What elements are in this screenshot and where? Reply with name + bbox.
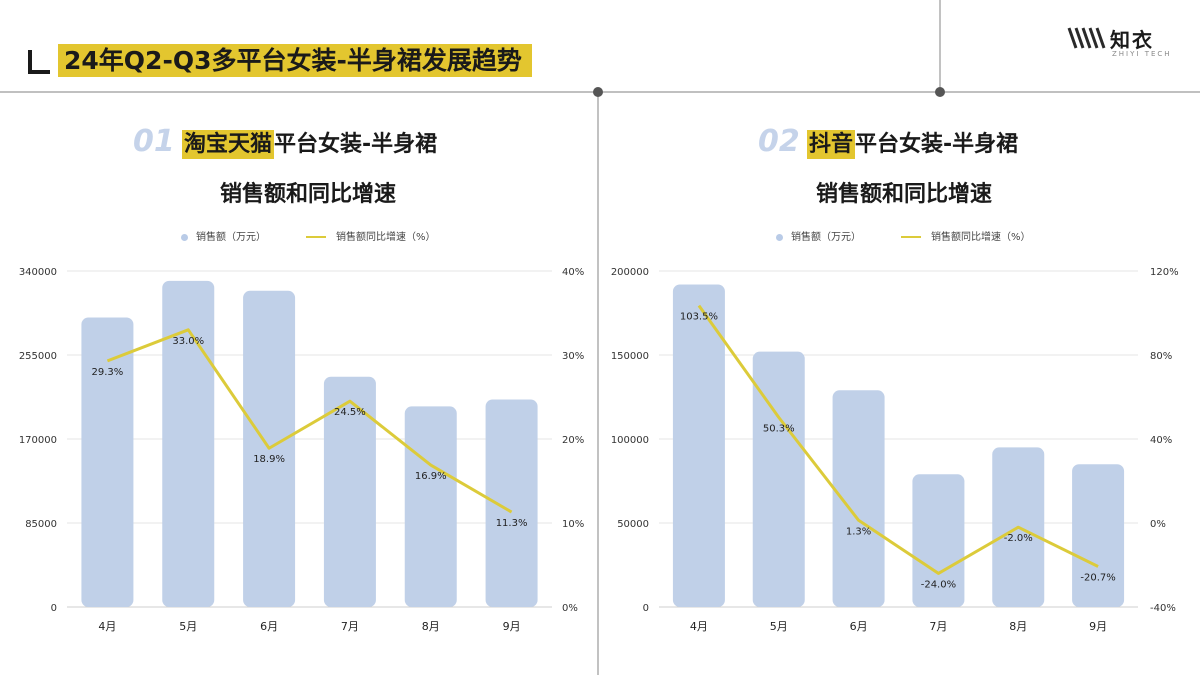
x-tick-label: 7月 (341, 620, 359, 633)
y-left-tick-label: 170000 (19, 435, 57, 446)
data-label: 1.3% (846, 526, 871, 537)
panel-title-highlight: 淘宝天猫 (182, 130, 275, 159)
panel-subtitle: 销售额和同比增速 (816, 182, 993, 207)
y-right-tick-label: 40% (1150, 435, 1172, 446)
x-tick-label: 7月 (929, 620, 947, 633)
y-right-tick-label: 120% (1150, 267, 1179, 278)
y-left-tick-label: 0 (51, 603, 57, 614)
brand-logo: 知衣 ZHIYI TECH (1066, 24, 1176, 68)
panel-number: 02 (758, 124, 800, 159)
data-label: -24.0% (921, 579, 956, 590)
y-left-tick-label: 100000 (611, 435, 649, 446)
legend-bar-label: 销售额（万元） (791, 232, 861, 243)
y-left-tick-label: 255000 (19, 351, 57, 362)
panel-number: 01 (133, 124, 175, 159)
data-label: 24.5% (334, 407, 366, 418)
data-label: 50.3% (763, 423, 795, 434)
data-label: 103.5% (680, 312, 718, 323)
y-left-tick-label: 0 (643, 603, 649, 614)
data-label: 29.3% (92, 367, 124, 378)
data-label: 33.0% (172, 336, 204, 347)
bar (752, 351, 805, 607)
legend-line-swatch (306, 236, 326, 238)
legend-bar-swatch (776, 233, 783, 241)
x-tick-label: 5月 (179, 620, 197, 633)
x-tick-label: 9月 (1089, 620, 1107, 633)
bar (323, 376, 376, 607)
panel-title-rest: 平台女装-半身裙 (855, 132, 1019, 157)
y-left-tick-label: 200000 (611, 267, 649, 278)
chart-legend: 销售额（万元） 销售额同比增速（%） (181, 228, 436, 243)
y-left-tick-label: 340000 (19, 267, 57, 278)
legend-line-label: 销售额同比增速（%） (336, 232, 436, 243)
legend-line-swatch (901, 236, 921, 238)
x-tick-label: 8月 (422, 620, 440, 633)
x-tick-label: 9月 (503, 620, 521, 633)
y-right-tick-label: 0% (562, 603, 578, 614)
bar (81, 317, 134, 607)
page-title: 24年Q2-Q3多平台女装-半身裙发展趋势 (28, 43, 532, 79)
y-left-tick-label: 85000 (25, 519, 57, 530)
y-right-tick-label: 10% (562, 519, 584, 530)
legend-line-label: 销售额同比增速（%） (931, 232, 1031, 243)
chart-legend: 销售额（万元） 销售额同比增速（%） (776, 228, 1031, 243)
data-label: -20.7% (1080, 572, 1115, 583)
y-right-tick-label: 20% (562, 435, 584, 446)
panel-title: 抖音平台女装-半身裙 (807, 127, 1018, 163)
growth-line (106, 328, 513, 514)
data-label: -2.0% (1004, 533, 1033, 544)
y-right-tick-label: 0% (1150, 519, 1166, 530)
x-tick-label: 5月 (770, 620, 788, 633)
bar (832, 390, 885, 607)
bar (672, 284, 725, 607)
y-right-tick-label: -40% (1150, 603, 1176, 614)
data-label: 18.9% (253, 454, 285, 465)
page-title-text: 24年Q2-Q3多平台女装-半身裙发展趋势 (58, 44, 532, 77)
legend-bar-label: 销售额（万元） (196, 232, 266, 243)
bracket-icon (28, 50, 50, 74)
x-tick-label: 6月 (260, 620, 278, 633)
growth-line (697, 304, 1099, 575)
bar (1072, 464, 1125, 607)
y-left-tick-label: 150000 (611, 351, 649, 362)
x-tick-label: 6月 (850, 620, 868, 633)
bar (485, 399, 538, 607)
bar (912, 474, 965, 607)
logo-stripes-icon (1067, 27, 1106, 49)
x-tick-label: 8月 (1009, 620, 1027, 633)
x-tick-label: 4月 (690, 620, 708, 633)
data-label: 11.3% (496, 518, 528, 529)
panel-subtitle: 销售额和同比增速 (220, 182, 397, 207)
logo-subtext: ZHIYI TECH (1112, 50, 1172, 58)
x-tick-label: 4月 (98, 620, 116, 633)
y-right-tick-label: 40% (562, 267, 584, 278)
panel-title-highlight: 抖音 (807, 130, 856, 159)
y-left-tick-label: 50000 (617, 519, 649, 530)
data-label: 16.9% (415, 471, 447, 482)
bar (162, 280, 215, 607)
legend-bar-swatch (181, 233, 188, 241)
panel-title-rest: 平台女装-半身裙 (274, 132, 438, 157)
y-right-tick-label: 30% (562, 351, 584, 362)
y-right-tick-label: 80% (1150, 351, 1172, 362)
logo-text: 知衣 (1110, 28, 1154, 52)
panel-title: 淘宝天猫平台女装-半身裙 (182, 127, 437, 163)
